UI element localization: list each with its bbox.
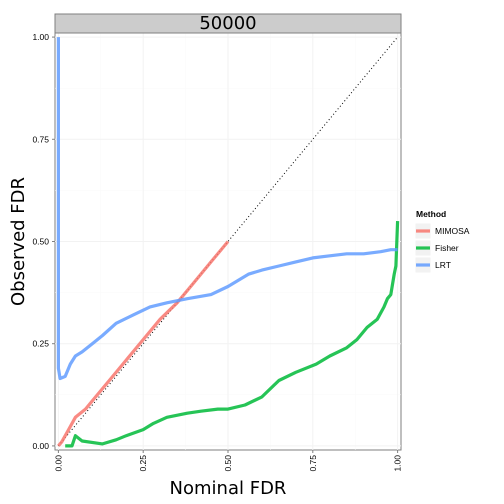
legend-title: Method xyxy=(416,209,446,219)
facet-strip-label: 50000 xyxy=(199,13,256,34)
series-line-lrt xyxy=(56,37,398,381)
x-tick-label: 0.00 xyxy=(53,455,63,472)
series-line-fisher xyxy=(65,221,400,448)
series-line-mimosa xyxy=(57,240,230,447)
x-tick-label: 0.25 xyxy=(138,455,148,472)
x-axis-ticks: 0.00 0.25 0.50 0.75 1.00 xyxy=(53,450,403,472)
y-axis-ticks: 0.00 0.25 0.50 0.75 1.00 xyxy=(32,32,55,451)
y-axis-title: Observed FDR xyxy=(8,177,29,306)
legend: Method MIMOSA Fisher LRT xyxy=(414,209,470,274)
legend-label-fisher: Fisher xyxy=(435,243,459,253)
facet-strip xyxy=(54,13,402,34)
series-lines xyxy=(56,37,400,448)
x-tick-label: 0.50 xyxy=(223,455,233,472)
x-tick-label: 1.00 xyxy=(393,455,403,472)
legend-label-lrt: LRT xyxy=(435,260,451,270)
x-tick-label: 0.75 xyxy=(308,455,318,472)
x-axis-title: Nominal FDR xyxy=(170,478,287,499)
legend-label-mimosa: MIMOSA xyxy=(435,226,470,236)
y-tick-label: 0.25 xyxy=(32,339,49,349)
y-tick-label: 0.75 xyxy=(32,134,49,144)
y-tick-label: 0.50 xyxy=(32,237,49,247)
y-tick-label: 0.00 xyxy=(32,441,49,451)
y-tick-label: 1.00 xyxy=(32,32,49,42)
